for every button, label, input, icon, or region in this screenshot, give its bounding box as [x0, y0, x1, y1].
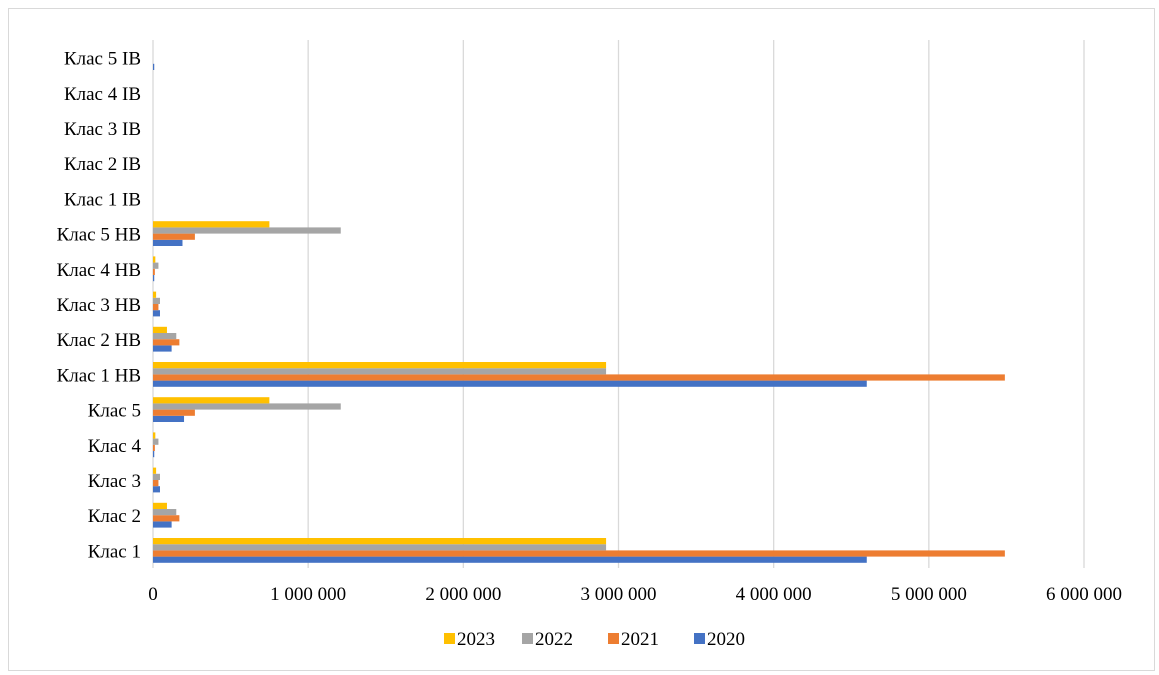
- bar-2023: [153, 221, 270, 228]
- bar-2020: [153, 310, 160, 317]
- category-label: Клас 3 ІВ: [64, 119, 141, 140]
- bar-2021: [153, 409, 195, 416]
- legend-swatch-2020: [694, 633, 705, 644]
- x-tick-label: 1 000 000: [270, 584, 346, 605]
- bar-2022: [153, 368, 607, 375]
- bar-2021: [153, 233, 195, 240]
- legend: 2023 2022 2021 2020: [444, 629, 745, 650]
- category-label: Клас 4 НВ: [57, 260, 141, 281]
- bar-2022: [153, 403, 341, 410]
- bar-2021: [153, 550, 1005, 557]
- bar-2023: [153, 502, 167, 509]
- category-labels: Клас 1 Клас 2 Клас 3 Клас 4 Клас 5 Клас 1 НВ К…: [57, 49, 142, 563]
- category-label: Клас 1 ІВ: [64, 189, 141, 210]
- category-label: Клас 4: [88, 436, 142, 457]
- bar-2022: [153, 438, 159, 445]
- bar-2020: [153, 415, 185, 422]
- bar-2023: [153, 326, 167, 333]
- category-label: Клас 1 НВ: [57, 365, 141, 386]
- x-tick-label: 3 000 000: [581, 584, 657, 605]
- bar-2020: [153, 239, 183, 246]
- gridlines: [152, 40, 1085, 568]
- bar-2022: [153, 297, 160, 304]
- category-label: Клас 4 ІВ: [64, 84, 141, 105]
- bar-2023: [153, 432, 156, 439]
- x-tick-label: 5 000 000: [891, 584, 967, 605]
- legend-swatch-2023: [444, 633, 455, 644]
- category-label: Клас 5 НВ: [57, 225, 141, 246]
- legend-label-2021: 2021: [621, 629, 659, 650]
- bar-2020: [153, 345, 172, 352]
- legend-swatch-2022: [522, 633, 533, 644]
- legend-label-2022: 2022: [535, 629, 573, 650]
- bar-2020: [153, 380, 867, 387]
- bar-2021: [153, 304, 159, 311]
- bar-2020: [153, 486, 160, 493]
- legend-label-2020: 2020: [707, 629, 745, 650]
- bar-2020: [153, 63, 155, 70]
- x-tick-labels: 0 1 000 000 2 000 000 3 000 000 4 000 000 5 0…: [148, 584, 1122, 605]
- bar-2022: [153, 473, 160, 480]
- bar-2023: [153, 397, 270, 404]
- bar-2021: [153, 339, 180, 346]
- bar-2020: [153, 275, 155, 282]
- bar-2022: [153, 509, 177, 516]
- bar-2023: [153, 538, 607, 545]
- bar-2020: [153, 451, 155, 458]
- bar-2023: [153, 362, 607, 369]
- bar-2023: [153, 467, 157, 474]
- bar-2022: [153, 262, 159, 269]
- category-label: Клас 2: [88, 506, 141, 527]
- bar-2023: [153, 256, 156, 263]
- bar-2021: [153, 268, 155, 275]
- category-label: Клас 3 НВ: [57, 295, 141, 316]
- bars: [153, 63, 1005, 563]
- x-tick-label: 2 000 000: [425, 584, 501, 605]
- category-label: Клас 1: [88, 541, 141, 562]
- category-label: Клас 5: [88, 401, 141, 422]
- bar-2022: [153, 544, 607, 551]
- category-label: Клас 3: [88, 471, 141, 492]
- bar-2021: [153, 374, 1005, 381]
- bar-2021: [153, 480, 159, 487]
- category-label: Клас 5 ІВ: [64, 49, 141, 70]
- legend-label-2023: 2023: [457, 629, 495, 650]
- bar-2021: [153, 444, 155, 451]
- x-tick-label: 0: [148, 584, 158, 605]
- category-label: Клас 2 НВ: [57, 330, 141, 351]
- x-tick-label: 4 000 000: [736, 584, 812, 605]
- bar-2022: [153, 333, 177, 340]
- bar-2023: [153, 291, 157, 298]
- x-tick-label: 6 000 000: [1046, 584, 1122, 605]
- bar-2020: [153, 556, 867, 563]
- bar-2020: [153, 521, 172, 528]
- bar-2022: [153, 227, 341, 234]
- category-label: Клас 2 ІВ: [64, 154, 141, 175]
- legend-swatch-2021: [608, 633, 619, 644]
- bar-2021: [153, 515, 180, 522]
